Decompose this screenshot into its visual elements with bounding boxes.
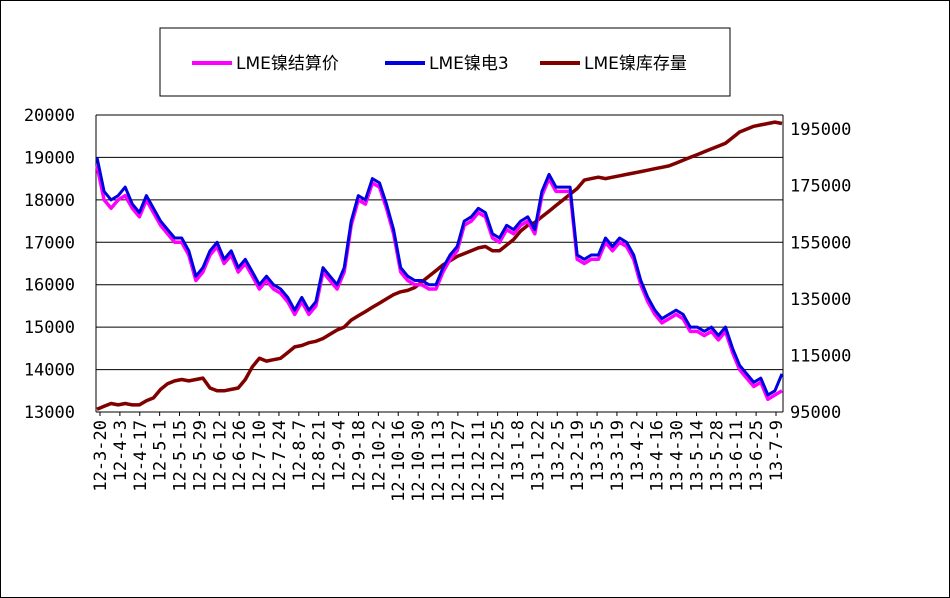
series-line-stock xyxy=(96,120,783,411)
right-tick-label: 95000 xyxy=(790,403,841,423)
x-tick-label: 12-4-17 xyxy=(131,420,151,492)
x-tick-label: 13-5-14 xyxy=(687,420,707,492)
right-tick-label: 175000 xyxy=(790,177,851,197)
x-tick-label: 12-6-26 xyxy=(230,420,250,492)
right-tick-label: 195000 xyxy=(790,120,851,140)
x-tick-label: 12-11-27 xyxy=(449,420,469,502)
x-tick-label: 12-10-30 xyxy=(409,420,429,502)
right-tick-label: 135000 xyxy=(790,290,851,310)
x-tick-label: 12-7-24 xyxy=(270,420,290,492)
x-tick-label: 13-5-28 xyxy=(707,420,727,492)
x-tick-label: 13-7-9 xyxy=(767,420,787,481)
x-tick-label: 13-4-2 xyxy=(628,420,648,481)
x-tick-label: 12-8-7 xyxy=(290,420,310,481)
x-tick-label: 12-9-18 xyxy=(349,420,369,492)
right-tick-label: 115000 xyxy=(790,346,851,366)
x-tick-label: 13-3-5 xyxy=(588,420,608,481)
x-tick-label: 13-1-8 xyxy=(509,420,529,481)
x-tick-label: 13-4-16 xyxy=(648,420,668,492)
legend-label-stock: LME镍库存量 xyxy=(584,54,687,74)
left-tick-label: 20000 xyxy=(24,106,75,126)
x-tick-label: 12-9-4 xyxy=(330,420,350,481)
right-axis-ticks: 195000 175000 155000 135000 115000 95000 xyxy=(790,120,851,423)
x-tick-label: 12-5-29 xyxy=(190,420,210,492)
x-tick-label: 12-4-3 xyxy=(111,420,131,481)
x-tick-label: 12-12-11 xyxy=(469,420,489,502)
left-tick-label: 14000 xyxy=(24,361,75,381)
x-tick-label: 12-3-20 xyxy=(91,420,111,492)
series-line-three-month xyxy=(95,157,784,397)
left-tick-label: 18000 xyxy=(24,191,75,211)
x-tick-label: 12-10-16 xyxy=(389,420,409,502)
legend-label-settlement: LME镍结算价 xyxy=(236,54,339,74)
axes xyxy=(95,115,784,413)
x-tick-label: 13-2-19 xyxy=(568,420,588,492)
x-tick-label: 12-5-1 xyxy=(151,420,171,481)
left-tick-label: 13000 xyxy=(24,403,75,423)
left-axis-ticks: 20000 19000 18000 17000 16000 15000 14000 13000 xyxy=(24,106,75,423)
left-tick-label: 15000 xyxy=(24,318,75,338)
left-tick-label: 17000 xyxy=(24,233,75,253)
x-tick-label: 12-5-15 xyxy=(171,420,191,492)
series-line-settlement xyxy=(95,165,783,402)
x-tick-label: 12-6-12 xyxy=(210,420,230,492)
left-tick-label: 16000 xyxy=(24,276,75,296)
x-axis-ticks: 12-3-20 12-4-3 12-4-17 12-5-1 12-5-15 12-5-29… xyxy=(91,412,787,502)
legend-box xyxy=(159,27,731,97)
legend-label-three-month: LME镍电3 xyxy=(429,54,509,74)
x-tick-label: 13-1-22 xyxy=(528,420,548,492)
x-tick-label: 12-10-2 xyxy=(369,420,389,492)
x-tick-label: 13-2-5 xyxy=(548,420,568,481)
x-tick-label: 13-6-11 xyxy=(727,420,747,492)
x-tick-label: 12-7-10 xyxy=(250,420,270,492)
gridlines xyxy=(96,114,783,413)
x-tick-label: 12-11-13 xyxy=(429,420,449,502)
x-tick-label: 13-4-30 xyxy=(668,420,688,492)
x-tick-label: 13-3-19 xyxy=(608,420,628,492)
series-lines xyxy=(95,120,784,411)
x-tick-label: 12-8-21 xyxy=(310,420,330,492)
x-tick-label: 13-6-25 xyxy=(747,420,767,492)
x-tick-label: 12-12-25 xyxy=(489,420,509,502)
right-tick-label: 155000 xyxy=(790,233,851,253)
left-tick-label: 19000 xyxy=(24,148,75,168)
